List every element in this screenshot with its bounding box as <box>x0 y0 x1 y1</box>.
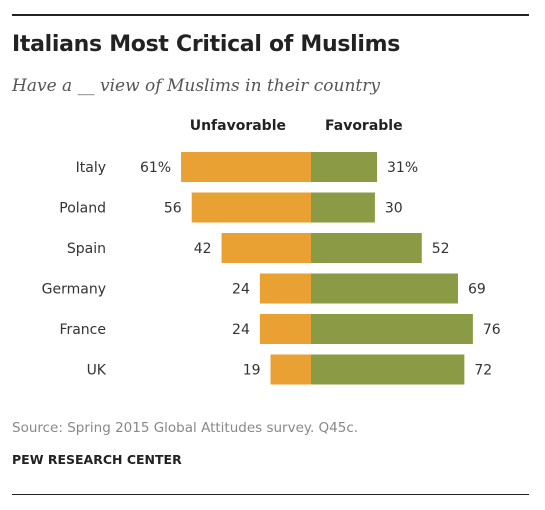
bar-favorable <box>311 152 378 182</box>
bar-unfavorable <box>259 314 311 344</box>
value-label-favorable: 30 <box>385 201 403 217</box>
category-label: UK <box>87 363 107 379</box>
source-note: Source: Spring 2015 Global Attitudes sur… <box>12 420 359 436</box>
category-label: Germany <box>42 282 106 298</box>
bar-unfavorable <box>181 152 311 182</box>
top-rule <box>12 14 529 16</box>
category-label: Italy <box>76 160 106 176</box>
category-label: Spain <box>67 241 106 257</box>
bar-favorable <box>311 314 473 344</box>
value-label-unfavorable: 19 <box>243 363 261 379</box>
organization-name: PEW RESEARCH CENTER <box>12 452 182 467</box>
bar-unfavorable <box>259 273 311 304</box>
bar-favorable <box>311 273 458 304</box>
value-label-unfavorable: 42 <box>194 241 212 257</box>
legend-unfavorable: Unfavorable <box>190 118 286 134</box>
value-label-unfavorable: 24 <box>232 322 250 338</box>
bar-unfavorable <box>270 354 311 385</box>
value-label-unfavorable: 56 <box>164 201 182 217</box>
value-label-favorable: 31% <box>387 160 418 176</box>
category-label: Poland <box>59 201 106 217</box>
bar-favorable <box>311 233 422 263</box>
bar-unfavorable <box>191 192 311 223</box>
value-label-favorable: 76 <box>483 322 501 338</box>
category-label: France <box>59 322 106 338</box>
value-label-unfavorable: 61% <box>140 160 171 176</box>
value-label-favorable: 69 <box>468 282 486 298</box>
bar-favorable <box>311 354 465 385</box>
chart-subtitle: Have a __ view of Muslims in their count… <box>12 76 380 96</box>
value-label-unfavorable: 24 <box>232 282 250 298</box>
bar-unfavorable <box>221 233 311 263</box>
value-label-favorable: 72 <box>474 363 492 379</box>
bar-favorable <box>311 192 375 223</box>
chart-title: Italians Most Critical of Muslims <box>12 32 401 57</box>
value-label-favorable: 52 <box>432 241 450 257</box>
legend-favorable: Favorable <box>325 118 403 134</box>
diverging-bar-chart: Unfavorable Favorable Italy 61% 31% Poland 56 3… <box>42 118 501 385</box>
bottom-rule <box>12 494 529 495</box>
